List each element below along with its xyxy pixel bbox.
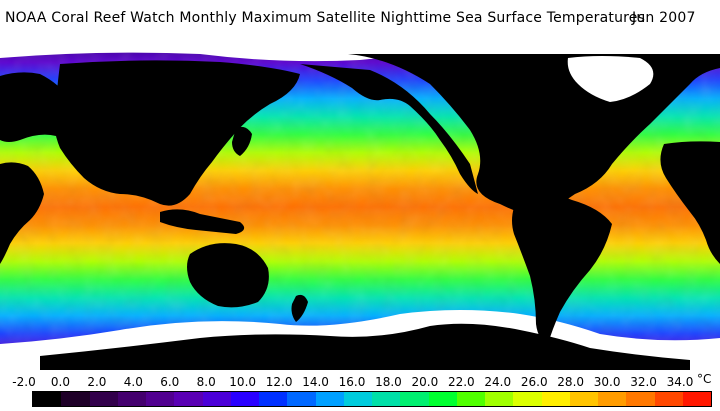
asia — [53, 60, 300, 206]
legend-swatch — [569, 392, 598, 406]
legend-tick-label: 16.0 — [338, 375, 366, 389]
legend-tick-label: -2.0 — [12, 375, 36, 389]
map-date: Jun 2007 — [632, 10, 696, 26]
legend-tick-label: 12.0 — [265, 375, 293, 389]
new-zealand — [291, 294, 308, 322]
legend-swatch — [259, 392, 288, 406]
legend-swatch — [89, 392, 118, 406]
legend-swatch — [315, 392, 344, 406]
legend-tick-label: 20.0 — [411, 375, 439, 389]
legend-swatch — [174, 392, 203, 406]
legend-swatch — [485, 392, 514, 406]
legend-tick-label: 34.0 — [666, 375, 694, 389]
legend-swatch — [541, 392, 570, 406]
legend-colorbar — [32, 391, 712, 407]
legend-swatch — [202, 392, 231, 406]
legend-swatch — [117, 392, 146, 406]
indonesia — [160, 209, 245, 234]
antarctica-core — [40, 323, 690, 370]
legend-swatch — [654, 392, 683, 406]
legend-tick-label: 2.0 — [87, 375, 107, 389]
legend-swatch — [456, 392, 485, 406]
temperature-legend: -2.0 0.0 2.0 4.0 6.0 8.0 10.0 12.0 14.0 16.0 18.0 2… — [0, 372, 720, 411]
africa-west — [0, 162, 44, 264]
legend-swatch — [230, 392, 259, 406]
legend-unit: °C — [697, 372, 712, 386]
legend-swatch — [598, 392, 627, 406]
legend-swatch — [428, 392, 457, 406]
legend-tick-label: 30.0 — [593, 375, 621, 389]
africa — [660, 141, 720, 264]
legend-tick-label: 32.0 — [630, 375, 657, 389]
legend-swatch — [513, 392, 542, 406]
map-title: NOAA Coral Reef Watch Monthly Maximum Sa… — [5, 10, 646, 26]
legend-tick-label: 6.0 — [160, 375, 180, 389]
legend-swatch — [626, 392, 655, 406]
south-america — [512, 192, 612, 344]
legend-tick-label: 22.0 — [447, 375, 475, 389]
legend-swatch — [146, 392, 175, 406]
legend-tick-label: 26.0 — [520, 375, 548, 389]
legend-tick-label: 8.0 — [196, 375, 216, 389]
legend-swatch — [400, 392, 429, 406]
legend-swatch — [61, 392, 90, 406]
legend-swatch — [33, 392, 62, 406]
map-title-bar: NOAA Coral Reef Watch Monthly Maximum Sa… — [0, 0, 720, 44]
japan — [232, 126, 252, 156]
legend-swatch — [287, 392, 316, 406]
legend-tick-label: 10.0 — [229, 375, 257, 389]
sst-world-map — [0, 44, 720, 370]
north-america-west — [300, 64, 478, 194]
legend-tick-label: 14.0 — [302, 375, 329, 389]
greenland — [567, 56, 654, 102]
legend-tick-label: 0.0 — [50, 375, 70, 389]
australia — [187, 243, 269, 308]
legend-swatch — [343, 392, 372, 406]
legend-tick-label: 4.0 — [123, 375, 143, 389]
legend-swatch — [682, 392, 711, 406]
legend-tick-label: 24.0 — [484, 375, 512, 389]
legend-swatch — [372, 392, 401, 406]
legend-tick-label: 28.0 — [557, 375, 585, 389]
legend-tick-label: 18.0 — [375, 375, 402, 389]
